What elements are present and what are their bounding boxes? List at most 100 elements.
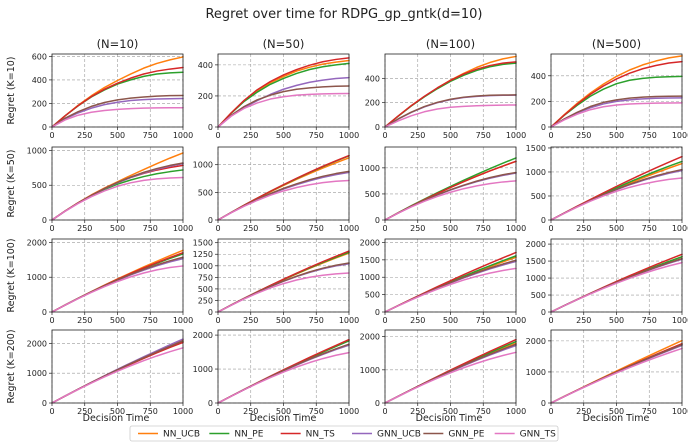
- series-line-gnn-ts: [51, 176, 184, 221]
- series-line-gnn-ts: [217, 179, 350, 221]
- x-tick-label: 750: [476, 131, 491, 140]
- row-label-1: Regret (K=50): [6, 149, 17, 217]
- x-tick-label: 0: [382, 131, 387, 140]
- x-tick-label: 1000: [339, 224, 359, 233]
- series-line-gnn-pe: [550, 95, 683, 128]
- x-tick-label: 250: [77, 407, 92, 416]
- x-tick-label: 250: [576, 316, 591, 325]
- series-line-gnn-ts: [217, 272, 350, 313]
- x-tick-label: 1000: [339, 316, 359, 325]
- x-tick-label: 250: [410, 316, 425, 325]
- x-tick-label: 750: [143, 407, 158, 416]
- x-tick-label: 500: [110, 316, 125, 325]
- x-tick-label: 1000: [173, 407, 193, 416]
- column-title-0: (N=10): [97, 37, 139, 51]
- series-line-gnn-ts: [217, 351, 350, 404]
- y-tick-label: 500: [198, 188, 213, 197]
- x-tick-label: 500: [276, 131, 291, 140]
- y-tick-label: 400: [531, 72, 546, 81]
- x-tick-label: 500: [276, 407, 291, 416]
- x-tick-label: 750: [642, 316, 657, 325]
- x-tick-label: 250: [576, 224, 591, 233]
- x-tick-label: 1000: [339, 131, 359, 140]
- x-tick-label: 0: [382, 224, 387, 233]
- x-tick-label: 0: [49, 407, 54, 416]
- y-tick-label: 500: [365, 190, 380, 199]
- y-tick-label: 1000: [27, 369, 47, 378]
- y-tick-label: 0: [208, 216, 213, 225]
- x-tick-label: 0: [548, 407, 553, 416]
- x-tick-label: 1000: [672, 316, 688, 325]
- y-tick-label: 2000: [193, 331, 213, 340]
- y-tick-label: 1000: [193, 161, 213, 170]
- x-tick-label: 750: [642, 407, 657, 416]
- y-tick-label: 0: [42, 308, 47, 317]
- x-tick-label: 0: [215, 316, 220, 325]
- x-tick-label: 1000: [173, 224, 193, 233]
- panel-r2-c1: 0 250 500 750 1000 0 250 500 750 1000 1250 1500: [193, 238, 359, 325]
- panel-r1-c2: 0 250 500 750 1000 0 500 1000: [360, 146, 526, 233]
- legend-label-nn-pe: NN_PE: [234, 430, 263, 440]
- series-line-gnn-ts: [217, 92, 350, 128]
- y-tick-label: 2000: [526, 337, 546, 346]
- x-tick-label: 1000: [506, 131, 526, 140]
- y-tick-label: 200: [531, 97, 546, 106]
- series-line-gnn-ucb: [384, 344, 517, 404]
- y-tick-label: 1000: [360, 273, 380, 282]
- x-tick-label: 500: [110, 131, 125, 140]
- legend-label-gnn-ucb: GNN_UCB: [377, 430, 421, 440]
- panel-r3-c0: 0 250 500 750 1000 0 1000 2000: [27, 329, 193, 416]
- y-tick-label: 1000: [193, 262, 213, 271]
- y-tick-label: 0: [208, 399, 213, 408]
- x-tick-label: 750: [476, 224, 491, 233]
- x-tick-label: 750: [642, 131, 657, 140]
- x-tick-label: 500: [609, 407, 624, 416]
- panel-r0-c1: 0 250 500 750 1000 0 200 400: [198, 53, 359, 140]
- y-tick-label: 400: [365, 74, 380, 83]
- x-tick-label: 750: [476, 316, 491, 325]
- x-tick-label: 750: [309, 316, 324, 325]
- legend-label-gnn-ts: GNN_TS: [520, 430, 556, 440]
- y-tick-label: 500: [531, 192, 546, 201]
- series-line-gnn-ucb: [51, 97, 184, 128]
- x-tick-label: 0: [382, 407, 387, 416]
- series-line-gnn-ts: [51, 106, 184, 128]
- x-tick-label: 750: [642, 224, 657, 233]
- y-tick-label: 200: [365, 99, 380, 108]
- series-line-gnn-ucb: [217, 344, 350, 404]
- x-tick-label: 500: [110, 224, 125, 233]
- column-title-1: (N=50): [263, 37, 305, 51]
- x-tick-label: 250: [243, 407, 258, 416]
- x-tick-label: 750: [476, 407, 491, 416]
- row-label-2: Regret (K=100): [6, 238, 17, 312]
- y-tick-label: 0: [375, 308, 380, 317]
- x-axis-label-col-2: Decision Time: [416, 413, 483, 424]
- y-tick-label: 750: [198, 273, 213, 282]
- legend-label-nn-ts: NN_TS: [306, 430, 335, 440]
- x-axis-label-col-0: Decision Time: [83, 413, 150, 424]
- y-tick-label: 0: [541, 399, 546, 408]
- series-line-gnn-pe: [384, 94, 517, 128]
- x-tick-label: 500: [609, 316, 624, 325]
- y-tick-label: 0: [375, 399, 380, 408]
- series-line-gnn-pe: [51, 94, 184, 128]
- series-line-gnn-ts: [550, 177, 683, 221]
- legend-label-nn-ucb: NN_UCB: [163, 430, 200, 440]
- x-tick-label: 250: [410, 407, 425, 416]
- x-tick-label: 0: [382, 316, 387, 325]
- panel-r3-c2: 0 250 500 750 1000 0 1000 2000: [360, 329, 526, 416]
- y-tick-label: 1000: [360, 366, 380, 375]
- y-tick-label: 1000: [27, 146, 47, 155]
- y-tick-label: 200: [198, 92, 213, 101]
- x-tick-label: 750: [309, 224, 324, 233]
- y-tick-label: 1500: [193, 239, 213, 248]
- x-tick-label: 1000: [672, 224, 688, 233]
- panel-r0-c2: 0 250 500 750 1000 0 200 400: [365, 53, 526, 140]
- column-title-3: (N=500): [592, 37, 641, 51]
- x-tick-label: 250: [576, 131, 591, 140]
- series-line-nn-ts: [550, 60, 683, 128]
- x-tick-label: 250: [410, 224, 425, 233]
- y-tick-label: 0: [541, 308, 546, 317]
